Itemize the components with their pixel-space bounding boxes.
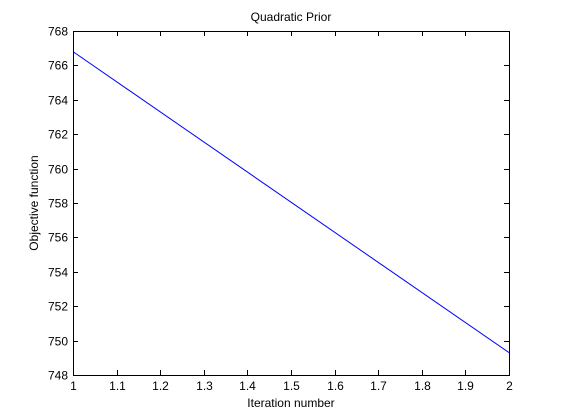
x-tick-label: 1.4 [239,379,256,393]
plot-area [73,31,509,375]
x-tick-label: 1.8 [414,379,431,393]
y-tick-label: 748 [48,369,68,383]
y-tick-label: 766 [48,59,68,73]
x-tick-label: 1.7 [370,379,387,393]
y-tick-label: 750 [48,335,68,349]
y-axis-label: Objective function [27,155,41,250]
y-tick-label: 756 [48,231,68,245]
y-tick-label: 762 [48,128,68,142]
x-tick-label: 1.2 [152,379,169,393]
y-tick-label: 768 [48,25,68,39]
x-axis-label: Iteration number [247,396,334,410]
x-tick-label: 1.5 [283,379,300,393]
y-tick-label: 752 [48,300,68,314]
x-tick-label: 1.9 [457,379,474,393]
y-tick-label: 754 [48,266,68,280]
y-tick-label: 760 [48,163,68,177]
series-line-0 [72,51,510,354]
y-tick-label: 758 [48,197,68,211]
x-tick-label: 2 [506,379,513,393]
chart-marks [72,51,510,354]
y-tick-label: 764 [48,94,68,108]
x-tick-label: 1.3 [196,379,213,393]
y-axis-ticks: 748 750 752 754 756 758 760 762 764 766 768 [48,25,509,383]
x-tick-label: 1.1 [109,379,126,393]
plot-frame [73,31,510,376]
x-tick-label: 1.6 [327,379,344,393]
x-tick-label: 1 [70,379,77,393]
chart-title: Quadratic Prior [251,10,332,24]
